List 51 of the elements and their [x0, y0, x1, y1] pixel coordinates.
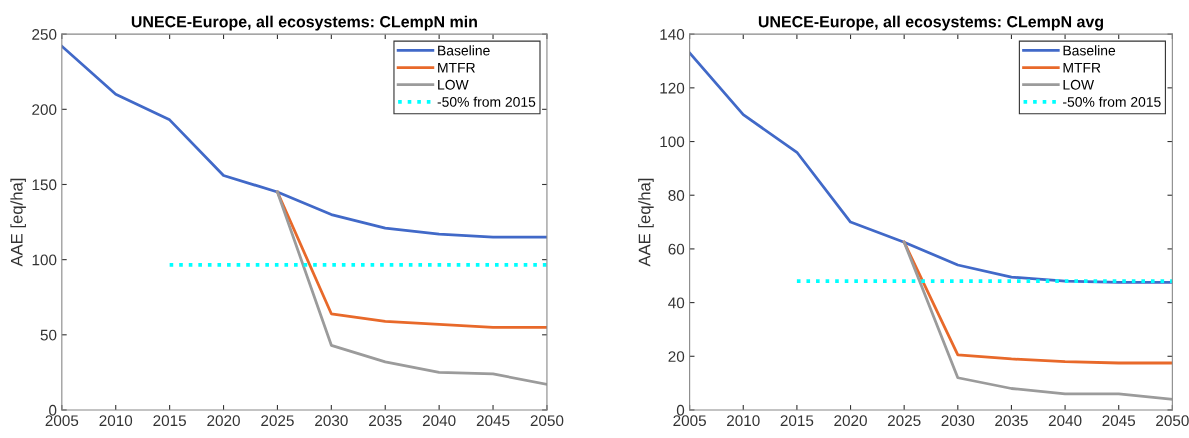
y-tick-label: 200 — [32, 104, 57, 116]
y-tick-label: 0 — [49, 404, 57, 416]
x-tick-label: 2025 — [887, 415, 921, 427]
line-series — [61, 44, 547, 239]
x-tick-label: 2005 — [673, 415, 706, 427]
y-tick-label: 120 — [660, 82, 685, 94]
legend-label: Baseline — [438, 45, 490, 56]
y-tick-label: 150 — [32, 179, 57, 191]
x-tick-label: 2020 — [834, 415, 867, 427]
x-tick-label: 2015 — [153, 415, 186, 427]
x-tick-label: 2040 — [422, 415, 456, 427]
x-tick-label: 2045 — [1102, 415, 1136, 427]
x-tick-label: 2050 — [1156, 415, 1189, 427]
x-tick-label: 2035 — [995, 415, 1028, 427]
x-tick-label: 2045 — [476, 415, 510, 427]
line-series — [276, 190, 547, 386]
y-tick-label: 60 — [668, 243, 685, 255]
x-tick-label: 2030 — [941, 415, 975, 427]
line-series — [902, 240, 1173, 401]
y-tick-label: 40 — [668, 297, 685, 309]
x-tick-label: 2020 — [207, 415, 240, 427]
y-axis-title: AAE [eq/ha] — [10, 178, 26, 267]
x-tick-label: 2035 — [369, 415, 402, 427]
y-tick-label: 100 — [660, 136, 685, 148]
x-tick-label: 2010 — [727, 415, 760, 427]
legend-label: MTFR — [1063, 62, 1101, 73]
chart-title: UNECE-Europe, all ecosystems: CLempN avg — [758, 15, 1104, 31]
x-tick-label: 2005 — [45, 415, 79, 427]
y-tick-label: 140 — [660, 29, 685, 40]
y-tick-label: 20 — [668, 351, 685, 362]
y-tick-label: 0 — [676, 404, 685, 416]
x-tick-label: 2025 — [261, 415, 294, 427]
y-tick-label: 80 — [668, 190, 685, 201]
legend-label: -50% from 2015 — [1063, 96, 1161, 107]
legend-label: LOW — [1063, 79, 1095, 90]
legend-label: MTFR — [438, 62, 475, 73]
y-tick-label: 50 — [40, 329, 57, 341]
x-tick-label: 2040 — [1048, 415, 1082, 427]
chart-title: UNECE-Europe, all ecosystems: CLempN min — [131, 15, 477, 31]
y-tick-label: 100 — [32, 254, 57, 266]
x-tick-label: 2050 — [530, 415, 564, 427]
x-tick-label: 2030 — [315, 415, 348, 427]
line-series — [902, 240, 1173, 365]
y-tick-label: 250 — [32, 29, 57, 40]
legend-label: -50% from 2015 — [437, 96, 536, 107]
legend-label: LOW — [438, 79, 469, 90]
legend-label: Baseline — [1063, 45, 1116, 56]
line-series — [276, 190, 547, 329]
y-axis-title: AAE [eq/ha] — [638, 178, 654, 267]
x-tick-label: 2015 — [780, 415, 814, 427]
x-tick-label: 2010 — [99, 415, 133, 427]
